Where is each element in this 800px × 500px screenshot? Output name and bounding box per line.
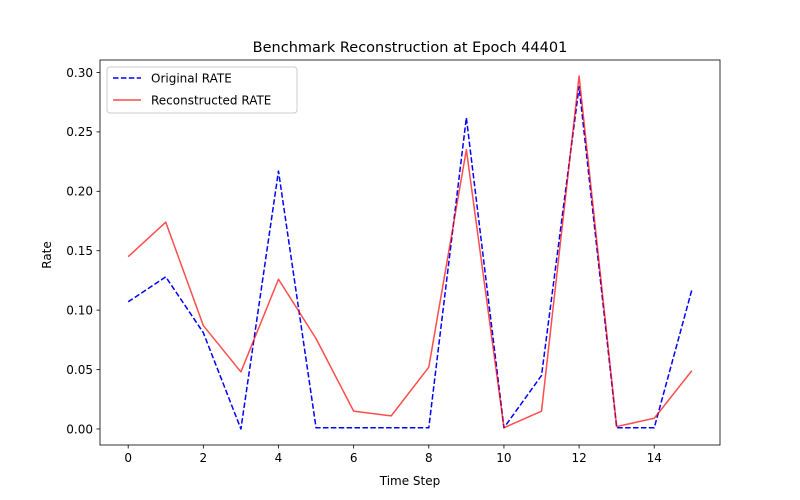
y-axis-label: Rate (40, 241, 54, 269)
chart-title: Benchmark Reconstruction at Epoch 44401 (253, 40, 568, 56)
y-tick-label: 0.20 (66, 185, 93, 199)
x-tick-label: 2 (200, 451, 208, 465)
plot-area: 0 2 4 6 8 10 12 14 0.00 0.05 0.10 0.15 0.20 0.25 0.30 (66, 59, 721, 465)
y-tick-label: 0.05 (66, 363, 93, 377)
y-tick-label: 0.10 (66, 303, 93, 317)
y-tick-label: 0.15 (66, 244, 93, 258)
legend-label-1: Original RATE (151, 71, 232, 85)
y-tick-label: 0.25 (66, 125, 93, 139)
x-tick-label: 8 (425, 451, 433, 465)
x-axis-label: Time Step (379, 474, 441, 488)
axes-frame (99, 59, 721, 446)
x-tick-label: 12 (571, 451, 586, 465)
legend-box (106, 66, 298, 114)
x-tick-label: 6 (350, 451, 358, 465)
legend-label-2: Reconstructed RATE (151, 93, 271, 107)
x-tick-label: 14 (647, 451, 662, 465)
x-tick-label: 0 (124, 451, 132, 465)
x-tick-label: 10 (496, 451, 511, 465)
legend: Original RATE Reconstructed RATE (106, 66, 298, 114)
y-tick-label: 0.00 (66, 422, 93, 436)
x-tick-label: 4 (275, 451, 283, 465)
y-tick-label: 0.30 (66, 66, 93, 80)
series-line-2 (127, 75, 693, 429)
